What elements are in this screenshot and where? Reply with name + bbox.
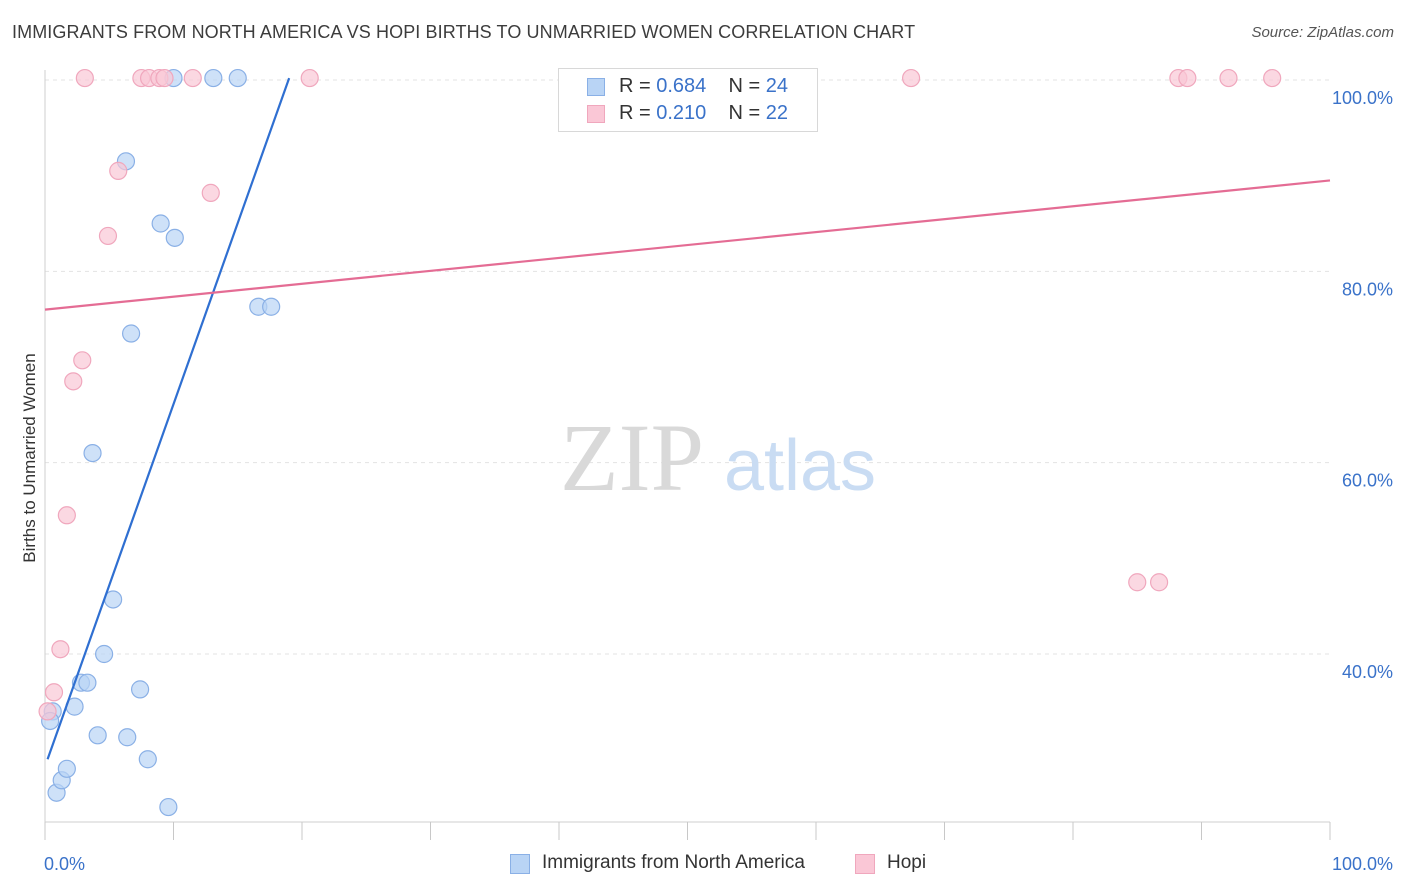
immigrants-point: [138, 750, 157, 769]
hopi-point: [1219, 68, 1238, 88]
legend-swatch-pink: [587, 105, 605, 123]
legend-swatch-blue: [510, 854, 530, 874]
hopi-point: [183, 68, 202, 88]
immigrants-point: [78, 673, 97, 692]
immigrants-point: [151, 214, 170, 233]
legend-r-value: 0.684: [656, 75, 707, 97]
legend-swatch-blue: [587, 78, 605, 96]
immigrants-point: [165, 228, 184, 247]
immigrants-point: [88, 726, 107, 745]
watermark: ZIP atlas: [560, 404, 876, 511]
immigrants-point: [57, 759, 76, 778]
y-tick-label: 40.0%: [1342, 662, 1393, 682]
hopi-point: [109, 161, 128, 180]
x-tick-label: 100.0%: [1332, 854, 1393, 874]
immigrants-point: [159, 797, 178, 817]
immigrants-point: [121, 324, 141, 343]
hopi-trend-line: [44, 179, 1331, 311]
hopi-point: [64, 372, 83, 391]
legend-n-label: N =: [728, 102, 766, 124]
hopi-point: [75, 68, 94, 88]
immigrants-point: [262, 297, 281, 316]
immigrants-point: [95, 644, 114, 664]
hopi-point: [44, 683, 64, 702]
axes: [44, 70, 1331, 840]
immigrants-point: [228, 68, 247, 88]
data-points: [38, 68, 1282, 817]
hopi-point: [1178, 68, 1197, 88]
trend-lines: [44, 77, 1331, 760]
chart-title: IMMIGRANTS FROM NORTH AMERICA VS HOPI BI…: [12, 22, 916, 42]
tick-labels: 100.0% 80.0% 60.0% 40.0% 0.0% 100.0%: [44, 88, 1393, 874]
hopi-point: [98, 226, 118, 246]
legend-r-label: R =: [619, 102, 657, 124]
legend-r-value: 0.210: [656, 102, 707, 124]
legend-label: Hopi: [887, 852, 927, 873]
hopi-point: [38, 702, 57, 721]
watermark-zip: ZIP: [560, 404, 704, 511]
hopi-point: [201, 183, 220, 202]
source-label: Source: ZipAtlas.com: [1251, 24, 1394, 41]
legend-r-label: R =: [619, 75, 657, 97]
immigrants-point: [118, 728, 137, 747]
watermark-atlas: atlas: [724, 426, 876, 506]
hopi-point: [73, 351, 92, 370]
hopi-point: [51, 640, 70, 659]
x-tick-label: 0.0%: [44, 854, 85, 874]
y-tick-label: 60.0%: [1342, 471, 1393, 491]
hopi-point: [300, 68, 319, 88]
immigrants-point: [83, 444, 102, 463]
correlation-legend: R = 0.684 N = 24 R = 0.210 N = 22: [558, 68, 818, 132]
hopi-point: [57, 506, 76, 525]
legend-n-value: 22: [765, 102, 789, 124]
legend-label: Immigrants from North America: [542, 852, 805, 873]
hopi-point: [1149, 573, 1169, 592]
y-tick-label: 80.0%: [1342, 279, 1393, 299]
immigrants-point: [204, 68, 223, 88]
legend-n-label: N =: [728, 75, 766, 97]
hopi-point: [155, 68, 174, 88]
gridlines: [45, 79, 1330, 655]
hopi-point: [1128, 573, 1147, 592]
y-tick-label: 100.0%: [1332, 88, 1393, 108]
immigrants-trend-line: [46, 77, 291, 760]
hopi-point: [1263, 68, 1282, 88]
immigrants-point: [130, 680, 150, 699]
legend-n-value: 24: [765, 75, 789, 97]
legend-swatch-pink: [855, 854, 875, 874]
hopi-point: [901, 68, 921, 88]
